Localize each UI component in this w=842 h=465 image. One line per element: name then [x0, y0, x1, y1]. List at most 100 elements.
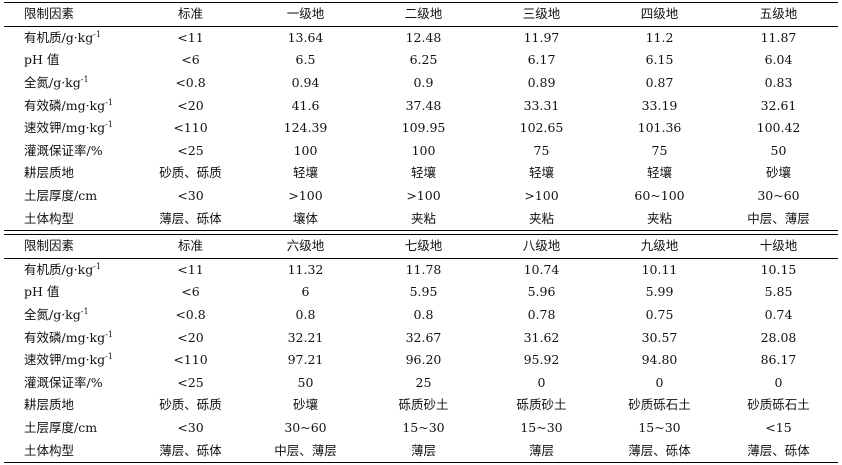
table-row: 有机质/g·kg-1 <11 13.64 12.48 11.97 11.2 11.87	[4, 26, 838, 49]
grade-value-cell: 11.78	[405, 261, 442, 277]
grade-value-cell: 5.95	[409, 284, 438, 300]
factor-cell: 土层厚度/cm	[4, 417, 134, 440]
grade-value-cell: 5.96	[527, 284, 556, 300]
grade-value-cell: >100	[524, 188, 559, 204]
grade-value-cell: 6.04	[764, 52, 793, 68]
table-row: 耕层质地 砂质、砾质 砂壤 砾质砂土 砾质砂土 砂质砾石土 砂质砾石土	[4, 394, 838, 417]
grade-value-cell: 95.92	[523, 352, 560, 368]
factor-label: 土体构型	[24, 442, 75, 458]
factor-label: 有机质/g·kg	[24, 29, 94, 45]
factor-cell: 全氮/g·kg-1	[4, 304, 134, 327]
factor-cell: 灌溉保证率/%	[4, 140, 134, 163]
grade-value-cell: 13.64	[287, 29, 324, 45]
factor-cell: 土层厚度/cm	[4, 185, 134, 208]
grade-value-cell: 0.87	[645, 75, 674, 91]
grade-value-cell: 15~30	[520, 419, 563, 435]
grade-value-cell: 10.11	[641, 261, 678, 277]
table-row: 有机质/g·kg-1 <11 11.32 11.78 10.74 10.11 10.15	[4, 258, 838, 281]
factor-label: 耕层质地	[24, 165, 75, 181]
header-grade: 五级地	[719, 2, 838, 27]
factor-cell: 耕层质地	[4, 162, 134, 185]
grade-value-cell: 砾质砂土	[398, 397, 449, 413]
grade-value-cell: 101.36	[637, 120, 682, 136]
grade-value-cell: 0.94	[291, 75, 320, 91]
factor-cell: 耕层质地	[4, 394, 134, 417]
factor-label: 土层厚度/cm	[24, 188, 98, 204]
grade-value-cell: 28.08	[760, 329, 797, 345]
grade-value-cell: 砂质砾石土	[628, 397, 691, 413]
table-row: 全氮/g·kg-1 <0.8 0.8 0.8 0.78 0.75 0.74	[4, 304, 838, 327]
grade-value-cell: 33.31	[523, 97, 560, 113]
factor-label: 耕层质地	[24, 397, 75, 413]
factor-cell: 有机质/g·kg-1	[4, 258, 134, 281]
table-row: 耕层质地 砂质、砾质 轻壤 轻壤 轻壤 轻壤 砂壤	[4, 162, 838, 185]
grade-value-cell: 轻壤	[292, 165, 318, 181]
grade-value-cell: 75	[533, 142, 550, 158]
table-body: 限制因素 标准 一级地 二级地 三级地 四级地 五级地 有机质/g·kg-1 <11 13.64 1…	[4, 2, 838, 463]
grade-value-cell: 97.21	[287, 352, 324, 368]
standard-cell: <20	[177, 97, 204, 113]
grade-value-cell: 夹粘	[364, 207, 483, 231]
grade-value-cell: 15~30	[402, 419, 445, 435]
standard-cell: <110	[173, 352, 208, 368]
table-row: 土层厚度/cm <30 30~60 15~30 15~30 15~30 <15	[4, 417, 838, 440]
table-row: pH 值 <6 6.5 6.25 6.17 6.15 6.04	[4, 49, 838, 72]
factor-cell: 全氮/g·kg-1	[4, 72, 134, 95]
header-grade: 四级地	[600, 2, 719, 27]
header-grade: 六级地	[247, 234, 364, 259]
grade-value-cell: 轻壤	[410, 165, 436, 181]
unit-exponent: -1	[105, 329, 113, 339]
grade-value-cell: 25	[415, 374, 432, 390]
factor-cell: 灌溉保证率/%	[4, 372, 134, 395]
grade-value-cell: 6.5	[295, 52, 316, 68]
grade-value-cell: 50	[297, 374, 314, 390]
grade-value-cell: 86.17	[760, 352, 797, 368]
standard-cell: <30	[177, 419, 204, 435]
unit-exponent: -1	[105, 97, 113, 107]
unit-exponent: -1	[80, 306, 89, 316]
grade-value-cell: 砾质砂土	[516, 397, 567, 413]
factor-label: 全氮/g·kg	[24, 307, 81, 323]
grade-value-cell: 中层、薄层	[719, 207, 838, 231]
grade-value-cell: 6.17	[527, 52, 556, 68]
factor-label: 有效磷/mg·kg	[24, 97, 106, 113]
section-separator	[4, 229, 838, 235]
grade-value-cell: 11.87	[760, 29, 797, 45]
factor-cell: pH 值	[4, 49, 134, 72]
factor-cell: 速效钾/mg·kg-1	[4, 117, 134, 140]
grade-value-cell: 砂壤	[292, 397, 318, 413]
factor-cell: pH 值	[4, 281, 134, 304]
grade-value-cell: 0	[537, 374, 546, 390]
grade-value-cell: 30~60	[757, 188, 800, 204]
grade-value-cell: 薄层、砾体	[719, 439, 838, 463]
standard-cell: <110	[173, 120, 208, 136]
factor-label: 土层厚度/cm	[24, 419, 98, 435]
grade-value-cell: 薄层	[483, 439, 600, 463]
standard-cell: <20	[177, 329, 204, 345]
grade-value-cell: >100	[406, 188, 441, 204]
grade-value-cell: 33.19	[641, 97, 678, 113]
table-row: 速效钾/mg·kg-1 <110 97.21 96.20 95.92 94.80 86.17	[4, 349, 838, 372]
standard-cell: 薄层、砾体	[134, 207, 247, 231]
factor-label: 速效钾/mg·kg	[24, 352, 106, 368]
standard-cell: <11	[177, 29, 204, 45]
grade-value-cell: 10.15	[760, 261, 797, 277]
grade-value-cell: 102.65	[519, 120, 564, 136]
header-grade: 三级地	[483, 2, 600, 27]
standard-cell: 薄层、砾体	[134, 439, 247, 463]
factor-cell: 土体构型	[4, 207, 134, 231]
grade-value-cell: 0	[655, 374, 664, 390]
factor-label: 灌溉保证率/%	[24, 374, 103, 390]
table-row: 土体构型 薄层、砾体 壤体 夹粘 夹粘 夹粘 中层、薄层	[4, 207, 838, 231]
grade-value-cell: 30.57	[641, 329, 678, 345]
grade-value-cell: 75	[651, 142, 668, 158]
standard-cell: 砂质、砾质	[159, 165, 222, 181]
header-grade: 九级地	[600, 234, 719, 259]
grade-value-cell: 11.2	[645, 29, 674, 45]
grade-value-cell: 0.83	[764, 75, 793, 91]
unit-exponent: -1	[105, 120, 113, 130]
standard-cell: <25	[177, 142, 204, 158]
grade-value-cell: 6	[301, 284, 310, 300]
table-row: 有效磷/mg·kg-1 <20 32.21 32.67 31.62 30.57 28.08	[4, 326, 838, 349]
grade-value-cell: 41.6	[291, 97, 320, 113]
